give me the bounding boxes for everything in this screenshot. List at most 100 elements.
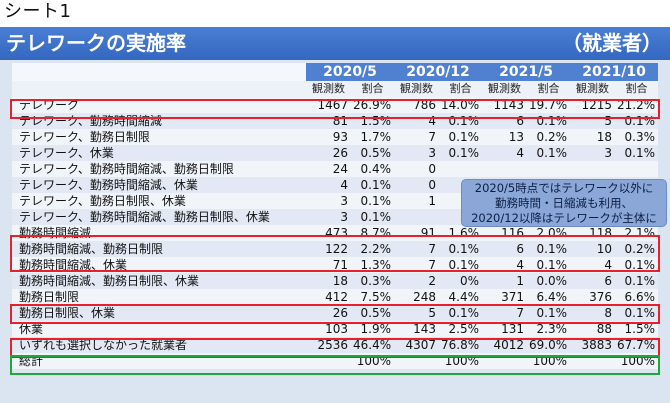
count-cell: 4 — [482, 257, 528, 273]
count-cell: 24 — [306, 161, 351, 177]
ratio-cell: 100% — [351, 353, 395, 369]
ratio-cell: 1.9% — [351, 321, 395, 337]
ratio-cell: 0.1% — [615, 113, 659, 129]
ratio-cell: 0.3% — [351, 273, 395, 289]
ratio-cell: 100% — [439, 353, 483, 369]
count-cell: 371 — [482, 289, 528, 305]
count-cell: 116 — [482, 225, 528, 241]
count-cell: 18 — [570, 129, 616, 145]
ratio-cell: 100% — [615, 353, 659, 369]
ratio-cell: 0.1% — [439, 113, 483, 129]
table-row: テレワーク、勤務時間縮減、勤務日制限 24 0.4% 0 — [12, 161, 659, 177]
row-label: 総計 — [12, 353, 306, 369]
ratio-cell: 0.1% — [615, 145, 659, 161]
ratio-cell: 0.1% — [439, 305, 483, 321]
table-row: 休業 103 1.9% 143 2.5% 131 2.3% 88 1.5% — [12, 321, 659, 337]
count-cell: 412 — [306, 289, 351, 305]
count-cell: 4 — [394, 113, 440, 129]
count-cell: 3883 — [570, 337, 616, 353]
table-row: 勤務時間縮減、休業 71 1.3% 7 0.1% 4 0.1% 4 0.1% — [12, 257, 659, 273]
count-cell: 10 — [570, 241, 616, 257]
row-label: 勤務時間縮減、休業 — [12, 257, 306, 273]
row-label: テレワーク — [12, 97, 306, 113]
count-cell — [482, 353, 528, 369]
page-subtitle: （就業者） — [562, 31, 662, 55]
ratio-cell: 0.3% — [615, 129, 659, 145]
table-row: テレワーク 1467 26.9% 786 14.0% 1143 19.7% 1215 21.2% — [12, 97, 659, 113]
ratio-cell — [439, 161, 483, 177]
corner-cell — [12, 63, 306, 81]
count-cell: 6 — [482, 241, 528, 257]
ratio-cell: 4.4% — [439, 289, 483, 305]
count-cell: 103 — [306, 321, 351, 337]
col-header-ratio: 割合 — [527, 81, 571, 97]
count-cell: 786 — [394, 97, 440, 113]
ratio-cell: 0.1% — [439, 241, 483, 257]
count-cell — [306, 353, 351, 369]
count-cell: 4 — [306, 177, 351, 193]
col-header-count: 観測数 — [394, 81, 440, 97]
ratio-cell: 2.3% — [527, 321, 571, 337]
ratio-cell: 14.0% — [439, 97, 483, 113]
ratio-cell: 0.1% — [439, 257, 483, 273]
row-label: 勤務時間縮減、勤務日制限、休業 — [12, 273, 306, 289]
ratio-cell: 67.7% — [615, 337, 659, 353]
count-cell: 3 — [306, 193, 351, 209]
count-cell — [570, 353, 616, 369]
count-cell: 2536 — [306, 337, 351, 353]
ratio-cell: 0.1% — [351, 177, 395, 193]
ratio-cell: 0.4% — [351, 161, 395, 177]
count-cell: 91 — [394, 225, 440, 241]
ratio-cell: 2.2% — [351, 241, 395, 257]
telework-table: 2020/5 2020/12 2021/5 2021/10 観測数 割合 観測数… — [12, 63, 659, 369]
count-cell — [394, 209, 440, 225]
count-cell — [570, 161, 616, 177]
ratio-cell: 100% — [527, 353, 571, 369]
ratio-cell: 6.6% — [615, 289, 659, 305]
count-cell: 7 — [394, 257, 440, 273]
ratio-cell: 0.1% — [615, 257, 659, 273]
count-cell: 2 — [394, 273, 440, 289]
page-title: テレワークの実施率 — [6, 31, 186, 55]
ratio-cell: 0.1% — [527, 145, 571, 161]
sheet-label: シート1 — [4, 1, 72, 22]
ratio-cell: 2.1% — [615, 225, 659, 241]
count-cell: 5 — [394, 305, 440, 321]
count-cell: 1 — [394, 193, 440, 209]
count-cell: 6 — [482, 113, 528, 129]
table-row: いずれも選択しなかった就業者 2536 46.4% 4307 76.8% 4012 69.0… — [12, 337, 659, 353]
period-header-row: 2020/5 2020/12 2021/5 2021/10 — [12, 63, 659, 81]
ratio-cell: 0% — [439, 273, 483, 289]
count-cell: 118 — [570, 225, 616, 241]
ratio-cell: 0.0% — [527, 273, 571, 289]
ratio-cell: 0.5% — [351, 305, 395, 321]
corner-cell — [12, 81, 306, 97]
period-header: 2021/10 — [570, 63, 659, 81]
count-cell: 1215 — [570, 97, 616, 113]
count-cell: 473 — [306, 225, 351, 241]
table-row: 勤務日制限、休業 26 0.5% 5 0.1% 7 0.1% 8 0.1% — [12, 305, 659, 321]
ratio-cell: 2.5% — [439, 321, 483, 337]
table-row: 勤務時間縮減、勤務日制限、休業 18 0.3% 2 0% 1 0.0% 6 0.1% — [12, 273, 659, 289]
count-cell: 71 — [306, 257, 351, 273]
callout-line: 2020/5時点ではテレワーク以外に — [474, 181, 654, 195]
ratio-cell: 0.1% — [527, 113, 571, 129]
callout-line: 2020/12以降はテレワークが主体に — [471, 211, 657, 225]
ratio-cell: 0.1% — [527, 241, 571, 257]
count-cell: 248 — [394, 289, 440, 305]
row-label: テレワーク、休業 — [12, 145, 306, 161]
ratio-cell: 1.6% — [439, 225, 483, 241]
count-cell: 3 — [570, 145, 616, 161]
row-label: テレワーク、勤務時間縮減、休業 — [12, 177, 306, 193]
count-cell: 1 — [482, 273, 528, 289]
ratio-cell: 1.5% — [351, 113, 395, 129]
count-cell: 1143 — [482, 97, 528, 113]
ratio-cell: 0.2% — [527, 129, 571, 145]
ratio-cell — [615, 161, 659, 177]
count-cell: 131 — [482, 321, 528, 337]
count-cell: 26 — [306, 145, 351, 161]
ratio-cell: 2.0% — [527, 225, 571, 241]
row-label: 休業 — [12, 321, 306, 337]
row-label: いずれも選択しなかった就業者 — [12, 337, 306, 353]
col-header-count: 観測数 — [570, 81, 616, 97]
